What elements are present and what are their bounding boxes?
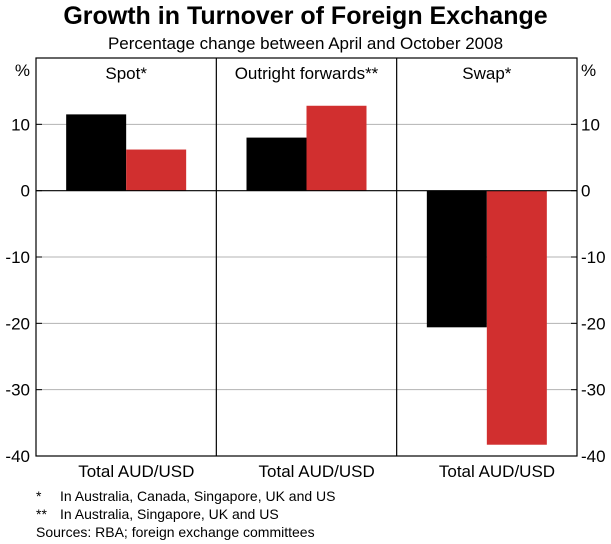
y-tick-label-left: 0	[21, 182, 30, 201]
bar-panel2-audusd	[306, 105, 367, 191]
panel-title-1: Spot*	[105, 64, 147, 83]
y-tick-label-left: -10	[5, 248, 30, 267]
bar-panel1-total	[66, 114, 127, 191]
y-tick-label-left: -30	[5, 381, 30, 400]
axes	[35, 57, 578, 457]
chart-subtitle: Percentage change between April and Octo…	[107, 34, 504, 53]
chart-title: Growth in Turnover of Foreign Exchange	[63, 2, 548, 30]
bar-panel3-audusd	[486, 190, 547, 445]
x-category-label: Total	[259, 462, 295, 481]
bar-panel1-audusd	[126, 149, 187, 191]
x-category-label: AUD/USD	[479, 462, 556, 481]
x-category-label: Total	[78, 462, 114, 481]
y-tick-label-right: -20	[581, 314, 606, 333]
footnote-1-mark: *	[36, 488, 42, 504]
bar-panel3-total	[426, 190, 487, 328]
sources-note: Sources: RBA; foreign exchange committee…	[36, 524, 315, 540]
bars	[66, 105, 547, 445]
y-tick-label-right: 10	[581, 115, 600, 134]
footnotes: * In Australia, Canada, Singapore, UK and…	[36, 487, 336, 541]
x-category-label: AUD/USD	[298, 462, 375, 481]
y-tick-label-left: -40	[5, 447, 30, 466]
footnote-2-text: In Australia, Singapore, UK and US	[60, 506, 279, 522]
footnote-2: ** In Australia, Singapore, UK and US	[36, 505, 336, 523]
y-tick-label-right: 0	[581, 182, 590, 201]
panel-title-3: Swap*	[462, 64, 512, 83]
y-unit-right: %	[581, 61, 596, 80]
y-unit-left: %	[15, 61, 30, 80]
panel-title-2: Outright forwards**	[235, 64, 379, 83]
x-category-label: AUD/USD	[118, 462, 195, 481]
y-tick-label-left: 10	[11, 115, 30, 134]
y-tick-label-right: -10	[581, 248, 606, 267]
x-category-label: Total	[439, 462, 475, 481]
y-tick-label-right: -40	[581, 447, 606, 466]
y-tick-label-left: -20	[5, 314, 30, 333]
footnote-1-text: In Australia, Canada, Singapore, UK and …	[60, 488, 336, 504]
y-tick-label-right: -30	[581, 381, 606, 400]
labels: 10 10 0 0 -10 -10 -20 -20 -30 -30 -40 -40% % Spot* Tot…	[5, 61, 605, 481]
footnote-1: * In Australia, Canada, Singapore, UK and…	[36, 487, 336, 505]
bar-panel2-total	[246, 137, 307, 191]
footnote-2-mark: **	[36, 506, 47, 522]
